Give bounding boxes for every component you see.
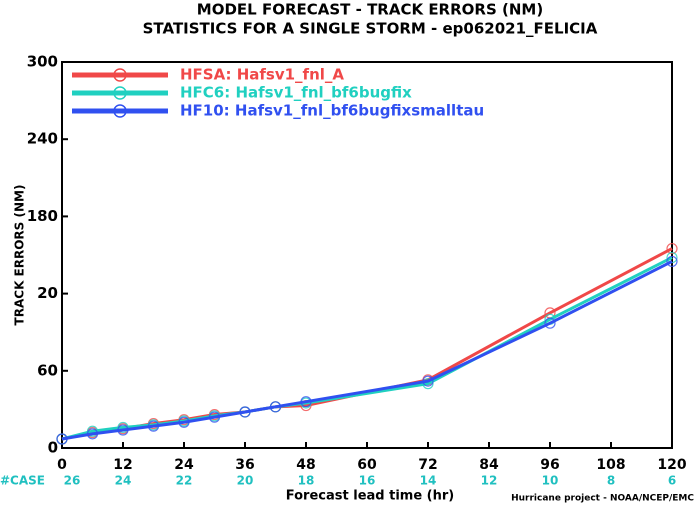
x-axis-label: Forecast lead time (hr) bbox=[286, 489, 454, 504]
x-tick-label: 0 bbox=[57, 457, 67, 473]
point-marker bbox=[117, 424, 129, 436]
footnote: Hurricane project - NOAA/NCEP/EMC bbox=[511, 494, 694, 504]
x-tick-label: 60 bbox=[357, 457, 377, 473]
case-count: 10 bbox=[542, 474, 559, 488]
point-marker bbox=[56, 433, 68, 445]
case-count: 26 bbox=[64, 474, 81, 488]
x-tick-label: 72 bbox=[418, 457, 437, 473]
point-marker bbox=[147, 420, 160, 432]
y-axis-label: TRACK ERRORS (NM) bbox=[13, 185, 27, 326]
legend-marker bbox=[113, 104, 127, 118]
x-tick-label: 108 bbox=[596, 457, 625, 473]
case-count: 6 bbox=[668, 474, 676, 488]
y-tick-label: 0 bbox=[48, 439, 58, 457]
y-tick-label: 240 bbox=[27, 130, 58, 148]
point-marker bbox=[422, 378, 434, 390]
legend-label: HF10: Hafsv1_fnl_bf6bugfixsmalltau bbox=[180, 102, 484, 120]
point-marker bbox=[208, 411, 221, 423]
legend-marker bbox=[113, 68, 127, 82]
y-tick-label: 300 bbox=[27, 53, 58, 71]
x-tick-label: 36 bbox=[235, 457, 254, 473]
point-marker bbox=[117, 421, 129, 434]
point-marker bbox=[86, 428, 99, 440]
x-tick-label: 120 bbox=[657, 457, 686, 473]
point-marker bbox=[86, 425, 99, 437]
point-marker bbox=[239, 406, 251, 418]
point-marker bbox=[178, 416, 190, 428]
legend-marker bbox=[113, 86, 127, 100]
x-tick-label: 84 bbox=[479, 457, 499, 473]
case-count: 24 bbox=[115, 474, 132, 488]
x-tick-label: 96 bbox=[540, 457, 559, 473]
point-marker bbox=[544, 317, 556, 329]
chart-title: MODEL FORECAST - TRACK ERRORS (NM) bbox=[197, 1, 543, 19]
point-marker bbox=[666, 242, 678, 255]
point-marker bbox=[666, 255, 678, 268]
x-tick-label: 24 bbox=[174, 457, 194, 473]
point-marker bbox=[269, 401, 282, 413]
x-tick-label: 12 bbox=[113, 457, 132, 473]
y-tick-label: 180 bbox=[27, 207, 58, 225]
chart-subtitle: STATISTICS FOR A SINGLE STORM - ep062021… bbox=[143, 20, 598, 38]
series-line bbox=[61, 247, 673, 441]
case-count: 22 bbox=[176, 474, 193, 488]
legend-label: HFC6: Hafsv1_fnl_bf6bugfix bbox=[180, 84, 412, 102]
point-marker bbox=[422, 375, 434, 387]
case-count: 12 bbox=[481, 474, 498, 488]
legend-label: HFSA: Hafsv1_fnl_A bbox=[180, 66, 344, 84]
case-count: 14 bbox=[420, 474, 437, 488]
series-line bbox=[61, 256, 673, 441]
case-label: #CASE bbox=[0, 474, 45, 488]
x-tick-label: 48 bbox=[296, 457, 315, 473]
series-line bbox=[61, 260, 673, 441]
case-count: 20 bbox=[237, 474, 254, 488]
case-count: 8 bbox=[607, 474, 615, 488]
y-tick-label: 60 bbox=[37, 361, 58, 379]
case-count: 18 bbox=[298, 474, 315, 488]
y-tick-label: 20 bbox=[37, 284, 58, 302]
point-marker bbox=[300, 396, 312, 408]
case-count: 16 bbox=[359, 474, 376, 488]
